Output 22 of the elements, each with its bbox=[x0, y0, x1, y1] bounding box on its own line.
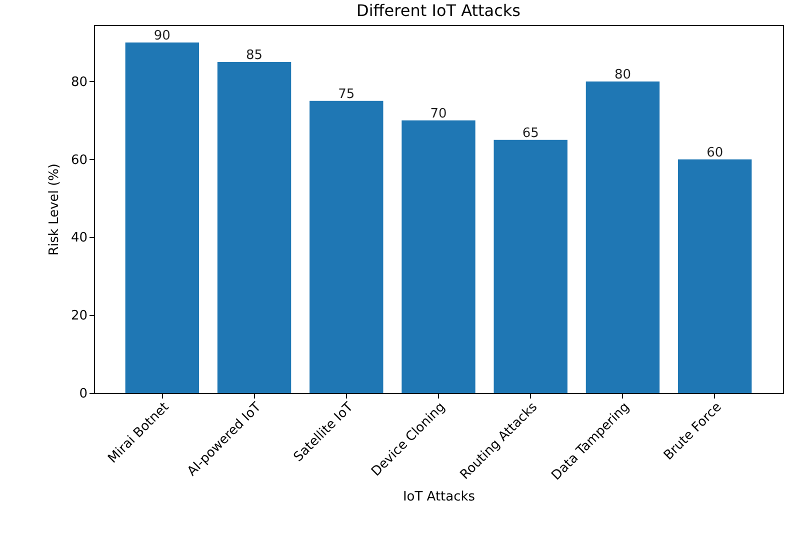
y-tick-label: 0 bbox=[79, 386, 88, 402]
data-label: 65 bbox=[522, 126, 539, 141]
bar bbox=[310, 100, 384, 393]
data-label: 75 bbox=[338, 86, 355, 102]
bar bbox=[217, 62, 292, 393]
bar bbox=[586, 81, 660, 393]
x-axis-title: IoT Attacks bbox=[402, 490, 476, 505]
data-label: 70 bbox=[430, 106, 447, 122]
y-tick-label: 20 bbox=[70, 308, 88, 324]
chart-title: Different IoT Attacks bbox=[356, 1, 520, 20]
y-tick-label: 60 bbox=[70, 152, 88, 168]
bar bbox=[125, 42, 200, 393]
bar bbox=[678, 159, 752, 393]
y-axis-title: Risk Level (%) bbox=[46, 163, 62, 256]
data-label: 80 bbox=[614, 67, 631, 82]
data-label: 90 bbox=[154, 28, 170, 44]
bar bbox=[494, 140, 568, 393]
y-tick-label: 80 bbox=[70, 74, 88, 90]
bar bbox=[402, 120, 476, 393]
data-label: 60 bbox=[706, 145, 724, 160]
data-label: 85 bbox=[246, 48, 263, 63]
y-tick-label: 40 bbox=[70, 230, 88, 246]
